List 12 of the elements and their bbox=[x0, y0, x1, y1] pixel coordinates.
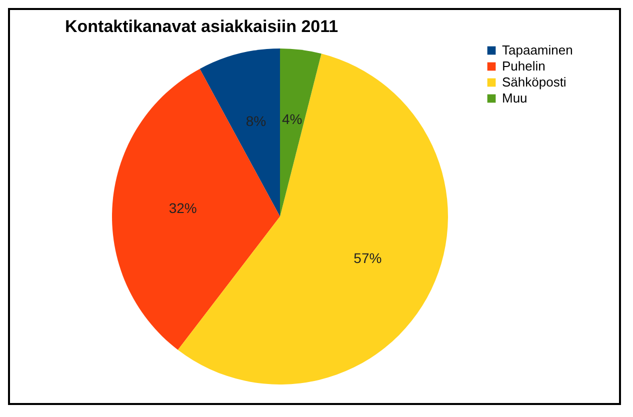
chart-title: Kontaktikanavat asiakkaisiin 2011 bbox=[65, 17, 338, 36]
pie-slice bbox=[280, 48, 322, 216]
pie-slice bbox=[112, 68, 280, 350]
pie-slice bbox=[200, 48, 280, 216]
data-label: 4% bbox=[282, 110, 302, 127]
legend-label: Sähköposti bbox=[502, 74, 566, 90]
legend-label: Tapaaminen bbox=[502, 42, 573, 58]
data-label: 57% bbox=[354, 250, 382, 266]
legend-label: Muu bbox=[502, 90, 528, 106]
data-label: 32% bbox=[168, 200, 197, 216]
data-label: 8% bbox=[246, 113, 266, 130]
legend-label: Puhelin bbox=[502, 58, 546, 74]
